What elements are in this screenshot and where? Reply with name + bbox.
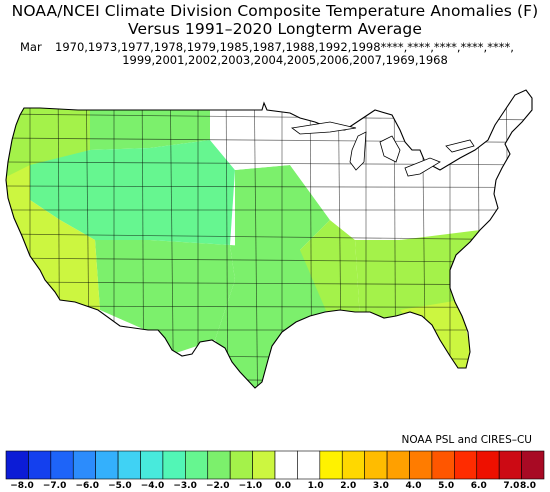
legend-tick-label: −4.0 <box>140 481 165 491</box>
legend-tick-label: 3.0 <box>372 481 389 491</box>
color-legend <box>5 450 545 480</box>
legend-swatch <box>162 450 186 480</box>
region-southeast <box>355 230 480 325</box>
legend-swatch <box>364 450 388 480</box>
composite-years-line2: 1999,2001,2002,2003,2004,2005,2006,2007,… <box>122 53 448 67</box>
region-southern-plains <box>215 245 330 388</box>
legend-swatch <box>498 450 522 480</box>
division-boundary <box>6 377 532 383</box>
division-boundary <box>6 185 532 188</box>
legend-tick-label: −5.0 <box>108 481 132 491</box>
composite-years-line1: 1970,1973,1977,1978,1979,1985,1987,1988,… <box>55 40 514 54</box>
legend-tick-label: −7.0 <box>42 481 67 491</box>
us-climate-division-map <box>5 89 533 389</box>
legend-swatch <box>117 450 141 480</box>
legend-swatch <box>229 450 253 480</box>
legend-tick-label: −1.0 <box>238 481 263 491</box>
legend-swatch <box>386 450 410 480</box>
legend-swatch <box>50 450 74 480</box>
region-great-basin <box>30 148 150 240</box>
legend-swatch <box>476 450 500 480</box>
legend-swatch <box>409 450 433 480</box>
region-southwest <box>95 240 235 355</box>
legend-swatch <box>341 450 365 480</box>
legend-swatch <box>5 450 29 480</box>
legend-tick-label: 8.0 <box>520 481 536 491</box>
map-title-line1: NOAA/NCEI Climate Division Composite Tem… <box>11 2 539 20</box>
map-title-line2: Versus 1991–2020 Longterm Average <box>128 20 422 38</box>
region-central-rockies <box>150 140 235 245</box>
legend-swatch <box>274 450 298 480</box>
division-boundary <box>6 161 532 166</box>
legend-swatch <box>319 450 343 480</box>
legend-tick-label: 5.0 <box>438 481 455 491</box>
legend-tick-label: −2.0 <box>206 481 230 491</box>
legend-tick-label: 6.0 <box>470 481 487 491</box>
data-credit: NOAA PSL and CIRES–CU <box>401 434 533 446</box>
legend-tick-label: 4.0 <box>405 481 422 491</box>
legend-swatch <box>72 450 96 480</box>
composite-month: Mar <box>20 40 42 54</box>
region-red-river-valley <box>240 100 285 160</box>
legend-swatch <box>252 450 276 480</box>
legend-tick-label: 2.0 <box>340 481 357 491</box>
legend-tick-label: 1.0 <box>307 481 324 491</box>
division-boundary <box>6 233 532 241</box>
legend-swatch <box>28 450 52 480</box>
legend-swatch <box>297 450 321 480</box>
legend-tick-label: −8.0 <box>10 481 34 491</box>
division-boundary <box>477 90 481 388</box>
legend-tick-label: 7.0 <box>503 481 520 491</box>
legend-tick-label: 0.0 <box>275 481 291 491</box>
legend-swatch <box>95 450 119 480</box>
legend-tick-label: −6.0 <box>75 481 99 491</box>
legend-swatch <box>521 450 545 480</box>
legend-tick-label: −3.0 <box>173 481 197 491</box>
legend-swatch <box>454 450 478 480</box>
division-boundary <box>253 90 259 388</box>
legend-swatch <box>431 450 455 480</box>
legend-swatch <box>207 450 231 480</box>
legend-swatch <box>185 450 209 480</box>
legend-swatch <box>140 450 164 480</box>
region-lower-mississippi-valley <box>300 220 360 320</box>
